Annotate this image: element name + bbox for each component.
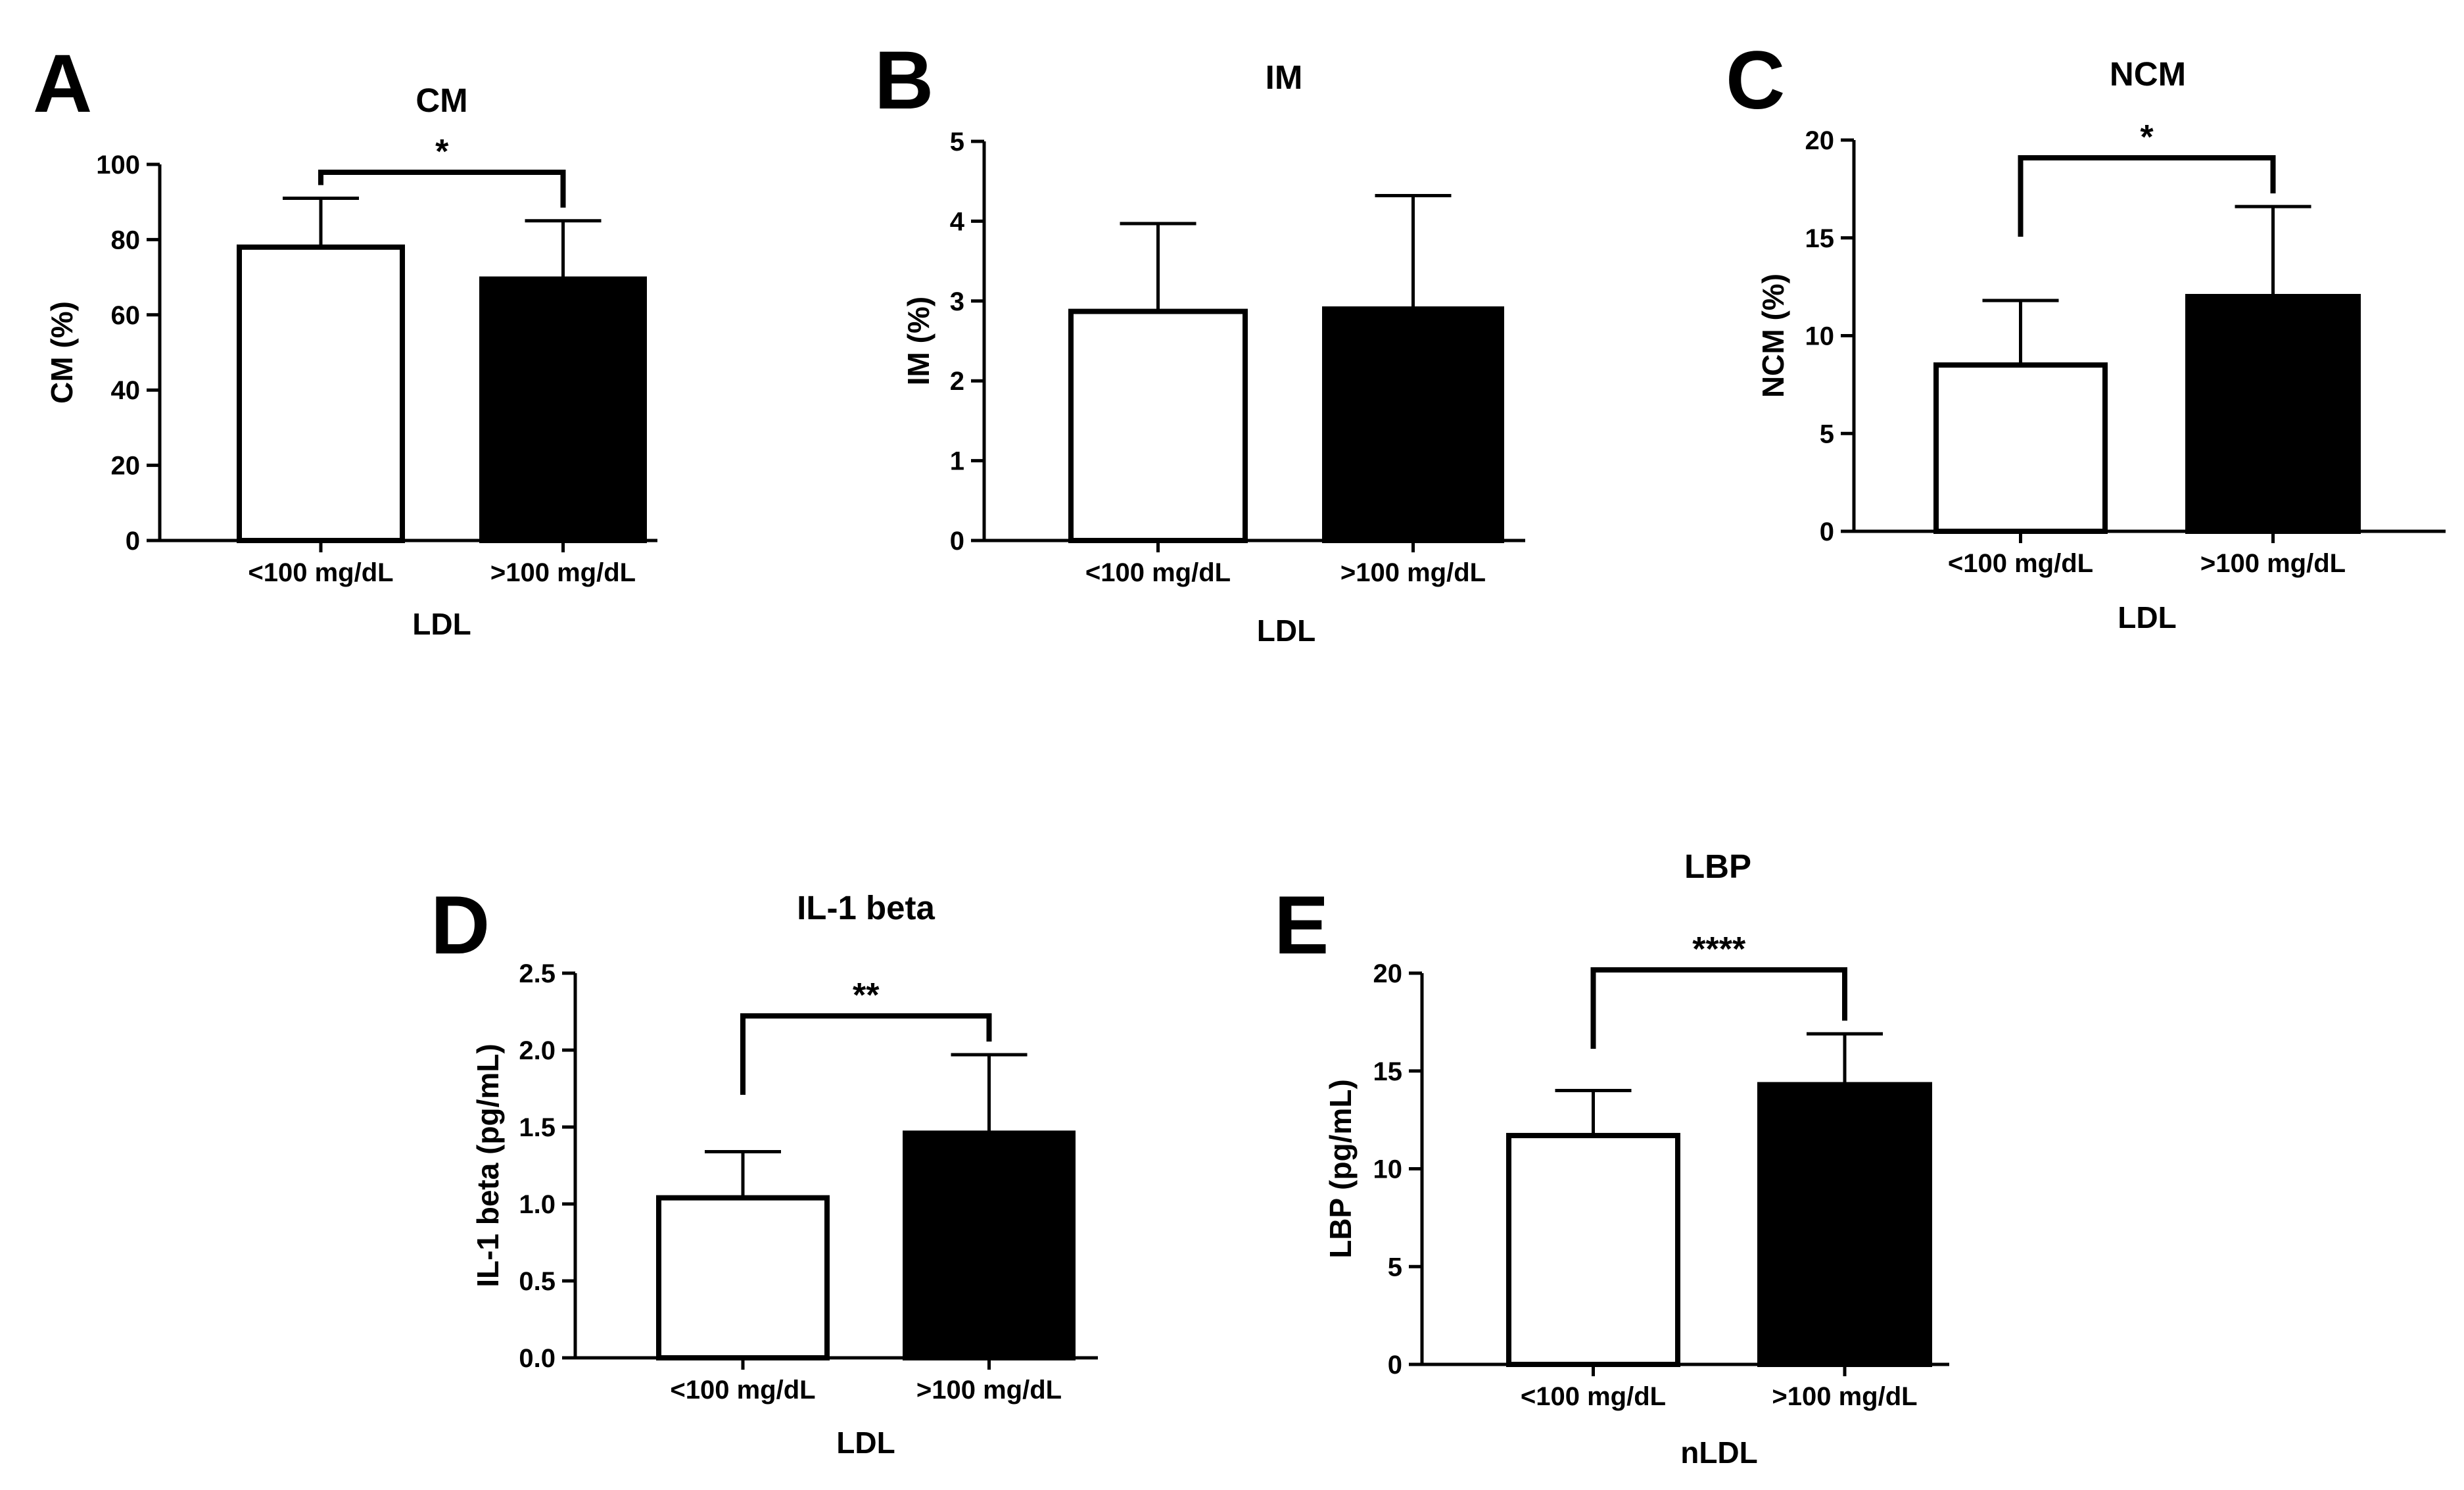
x-tick-label: >100 mg/dL	[1340, 558, 1486, 587]
y-axis-label: CM (%)	[45, 301, 79, 404]
significance-label: *	[435, 133, 449, 171]
y-tick-label: 10	[1373, 1155, 1403, 1184]
chart-title: LBP	[1684, 848, 1751, 885]
x-axis-label: LDL	[412, 607, 471, 641]
chart-title: IM	[1266, 59, 1303, 96]
panel-letter: A	[33, 38, 92, 130]
y-tick-label: 0.0	[519, 1344, 556, 1373]
significance-bracket	[740, 1013, 992, 1095]
y-tick-label: 4	[950, 207, 965, 236]
y-tick-label: 0	[1388, 1351, 1402, 1380]
significance-bracket	[318, 170, 566, 208]
bar-above-100	[479, 276, 647, 543]
significance-label: ****	[1692, 930, 1746, 969]
chart-title: NCM	[2110, 55, 2186, 93]
y-axis-label: IL-1 beta (pg/mL)	[471, 1044, 505, 1287]
y-tick-label: 10	[1805, 322, 1835, 351]
x-axis-label: LDL	[2118, 600, 2176, 635]
x-tick-label: <100 mg/dL	[1521, 1382, 1666, 1411]
panel-letter: E	[1274, 880, 1329, 971]
y-tick-label: 1	[950, 447, 964, 476]
chart-panel-a: A CM 0 20 40 60 80 100 <100 mg/dL >100 mg/dL LDL CM…	[33, 38, 657, 641]
bar-below-100	[656, 1195, 830, 1361]
chart-panel-b: B IM 0 1 2 3 4 5 <100 mg/dL >100 mg/dL LDL IM (%)	[874, 35, 1525, 648]
y-tick-label: 1.0	[519, 1190, 556, 1219]
y-tick-label: 2.5	[519, 959, 556, 988]
y-tick-label: 0	[950, 527, 964, 556]
significance-bracket	[1590, 967, 1847, 1049]
significance-bracket	[2018, 155, 2276, 237]
y-tick-label: 20	[1373, 959, 1403, 988]
bar-above-100	[1322, 306, 1504, 543]
y-tick-label: 0	[126, 527, 140, 556]
panel-letter: C	[1726, 35, 1785, 126]
x-tick-label: <100 mg/dL	[670, 1376, 815, 1405]
x-tick-label: >100 mg/dL	[490, 558, 636, 587]
x-tick-label: >100 mg/dL	[916, 1376, 1062, 1405]
x-axis-label: LDL	[836, 1426, 895, 1460]
x-tick-label: <100 mg/dL	[248, 558, 393, 587]
panel-letter: D	[431, 880, 490, 971]
x-tick-label: >100 mg/dL	[1772, 1382, 1917, 1411]
y-axis-label: LBP (pg/mL)	[1323, 1079, 1358, 1259]
y-tick-label: 0	[1820, 517, 1834, 546]
y-tick-label: 60	[111, 301, 141, 330]
significance-label: *	[2140, 118, 2154, 156]
y-tick-label: 2	[950, 367, 964, 396]
x-tick-label: <100 mg/dL	[1948, 549, 2093, 578]
y-tick-label: 40	[111, 376, 141, 405]
y-tick-label: 1.5	[519, 1113, 556, 1142]
chart-panel-e: E LBP 0 5 10 15 20 <100 mg/dL >100 mg/dL nLDL LBP …	[1274, 848, 1949, 1470]
y-tick-label: 5	[950, 128, 964, 156]
chart-title: IL-1 beta	[797, 889, 935, 926]
x-axis-label: LDL	[1257, 613, 1315, 648]
y-tick-label: 5	[1388, 1253, 1402, 1282]
chart-panel-d: D IL-1 beta 0.0 0.5 1.0 1.5 2.0 2.5 <100 mg/dL >1…	[431, 880, 1098, 1460]
y-axis-label: NCM (%)	[1756, 274, 1790, 398]
bar-below-100	[1933, 362, 2108, 534]
panel-letter: B	[874, 35, 934, 126]
y-tick-label: 0.5	[519, 1267, 556, 1296]
x-axis-label: nLDL	[1680, 1435, 1758, 1470]
significance-label: **	[853, 976, 880, 1015]
y-tick-label: 2.0	[519, 1036, 556, 1065]
bar-below-100	[237, 244, 405, 543]
bar-below-100	[1506, 1132, 1680, 1368]
bar-above-100	[903, 1130, 1076, 1360]
chart-title: CM	[415, 82, 467, 119]
y-tick-label: 20	[111, 452, 141, 481]
y-tick-label: 15	[1805, 224, 1835, 253]
y-tick-label: 80	[111, 226, 141, 254]
y-tick-label: 3	[950, 287, 964, 316]
chart-panel-c: C NCM 0 5 10 15 20 <100 mg/dL >100 mg/dL LDL NCM (…	[1726, 35, 2446, 635]
x-tick-label: <100 mg/dL	[1085, 558, 1231, 587]
y-tick-label: 5	[1820, 420, 1834, 448]
x-tick-label: >100 mg/dL	[2200, 549, 2346, 578]
y-tick-label: 15	[1373, 1057, 1403, 1086]
y-tick-label: 100	[96, 151, 140, 180]
y-axis-label: IM (%)	[901, 297, 936, 385]
y-tick-label: 20	[1805, 126, 1835, 155]
bar-above-100	[1757, 1082, 1932, 1367]
bar-below-100	[1068, 308, 1248, 543]
bar-above-100	[2185, 294, 2361, 534]
